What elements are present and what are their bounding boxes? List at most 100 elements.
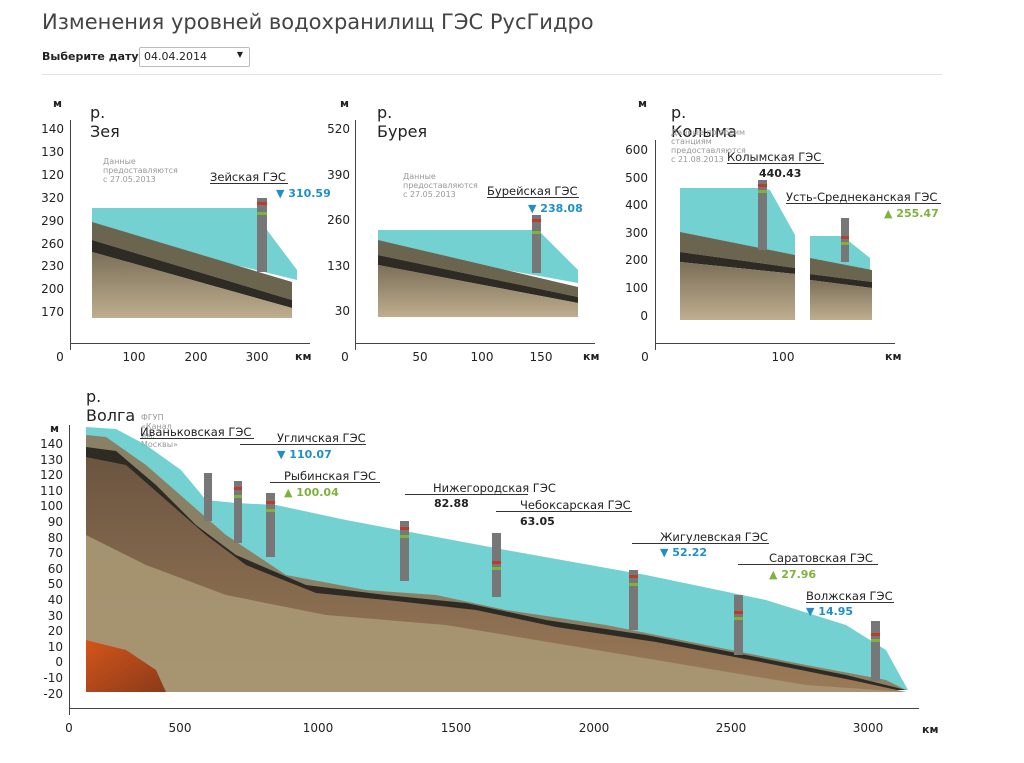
- station-name: Нижегородская ГЭС: [433, 481, 556, 495]
- panel-title: р. Зея: [90, 103, 120, 141]
- station-underline: [487, 197, 579, 198]
- station-name: Рыбинская ГЭС: [284, 469, 377, 483]
- y-tick-label: -20: [43, 686, 63, 701]
- trend-down-icon: ▼: [276, 187, 289, 200]
- data-note: Данные предоставляются с 27.05.2013: [103, 157, 178, 184]
- x-tick-label: 0: [56, 350, 64, 364]
- y-axis: [69, 425, 70, 715]
- panel-title: р. Волга: [86, 387, 136, 425]
- date-label: Выберите дату: [42, 50, 139, 63]
- date-select[interactable]: 04.04.2014 ▼: [139, 47, 250, 67]
- y-tick-label: 20: [47, 624, 63, 639]
- data-note: ФГУП «Канал им. Москвы»: [141, 413, 178, 449]
- trend-down-icon: ▼: [660, 546, 673, 559]
- header-divider: [42, 74, 942, 75]
- station-underline: [806, 602, 894, 603]
- x-tick-label: 0: [65, 721, 73, 735]
- station-level: ▲ 27.96: [769, 568, 817, 581]
- x-axis: [69, 708, 919, 709]
- station-name: Жигулевская ГЭС: [660, 530, 768, 544]
- y-tick-label: 320: [41, 190, 64, 205]
- y-tick-label: 200: [41, 282, 64, 297]
- trend-up-icon: ▲: [769, 568, 782, 581]
- x-unit: км: [295, 350, 312, 363]
- y-axis: [655, 140, 656, 350]
- station-level: 63.05: [520, 515, 555, 528]
- kolyma-illustration: [680, 180, 872, 320]
- y-tick-label: 30: [334, 304, 350, 318]
- station-level: ▼ 52.22: [660, 546, 708, 559]
- x-tick-label: 200: [184, 350, 208, 364]
- x-tick-label: 100: [122, 350, 146, 364]
- x-unit: км: [922, 723, 939, 736]
- x-unit: км: [583, 350, 600, 363]
- x-axis: [70, 343, 310, 344]
- station-underline: [240, 444, 366, 445]
- station-level: ▼ 14.95: [806, 605, 854, 618]
- chevron-down-icon: ▼: [236, 50, 243, 59]
- station-level: ▼ 238.08: [528, 202, 583, 215]
- station-underline: [738, 564, 878, 565]
- x-unit: км: [885, 350, 902, 363]
- y-tick-label: 100: [40, 499, 63, 514]
- x-tick-label: 1000: [302, 721, 334, 735]
- y-unit: м: [50, 422, 59, 435]
- x-axis: [655, 343, 895, 344]
- station-name: Бурейская ГЭС: [487, 184, 578, 198]
- y-tick-label: 260: [327, 213, 350, 227]
- station-level: ▼ 110.07: [277, 448, 332, 461]
- station-level: 440.43: [759, 167, 802, 180]
- station-name: Усть-Среднеканская ГЭС: [786, 190, 938, 204]
- x-tick-label: 300: [245, 350, 269, 364]
- y-tick-label: 520: [327, 122, 350, 136]
- y-tick-label: 600: [625, 143, 648, 157]
- y-tick-label: 40: [47, 593, 63, 607]
- panel-title: р. Бурея: [377, 103, 428, 141]
- station-level: 82.88: [434, 497, 469, 510]
- y-tick-label: 200: [625, 253, 648, 268]
- zeya-illustration: [92, 198, 297, 318]
- y-tick-label: -10: [43, 671, 63, 685]
- station-level: ▲ 100.04: [284, 486, 339, 499]
- station-underline: [632, 543, 769, 544]
- y-unit: м: [638, 97, 647, 110]
- station-underline: [496, 511, 632, 512]
- y-tick-label: 10: [47, 639, 63, 654]
- y-tick-label: 300: [625, 225, 648, 240]
- x-tick-label: 0: [341, 350, 349, 364]
- y-tick-label: 50: [47, 577, 63, 592]
- y-axis: [70, 120, 71, 350]
- y-tick-label: 70: [47, 546, 63, 561]
- x-tick-label: 3000: [852, 721, 884, 735]
- y-tick-label: 0: [640, 308, 648, 323]
- y-tick-label: 140: [41, 122, 64, 136]
- y-tick-label: 500: [625, 170, 648, 185]
- y-tick-label: 390: [327, 167, 350, 182]
- y-tick-label: 120: [41, 167, 64, 182]
- x-tick-label: 100: [470, 350, 494, 364]
- y-tick-label: 140: [40, 437, 63, 451]
- y-tick-label: 130: [327, 258, 350, 273]
- y-unit: м: [53, 97, 62, 110]
- date-value: 04.04.2014: [144, 50, 207, 63]
- volga-illustration: [86, 427, 908, 692]
- y-unit: м: [340, 97, 349, 110]
- x-tick-label: 0: [641, 350, 649, 364]
- data-note: Данные предоставляются с 27.05.2013: [403, 172, 478, 199]
- y-tick-label: 100: [625, 281, 648, 295]
- station-name: Чебоксарская ГЭС: [520, 498, 631, 512]
- station-name: Колымская ГЭС: [727, 150, 822, 164]
- trend-down-icon: ▼: [528, 202, 541, 215]
- panel-title: р. Колыма: [671, 103, 737, 141]
- y-tick-label: 0: [55, 655, 63, 670]
- station-underline: [786, 203, 941, 204]
- station-name: Угличская ГЭС: [277, 431, 366, 445]
- y-tick-label: 130: [40, 452, 63, 467]
- x-tick-label: 100: [771, 350, 795, 364]
- trend-up-icon: ▲: [284, 486, 297, 499]
- y-tick-label: 60: [47, 561, 63, 576]
- bureya-illustration: [378, 215, 578, 317]
- trend-down-icon: ▼: [806, 605, 819, 618]
- station-name: Саратовская ГЭС: [769, 551, 873, 565]
- station-level: ▼ 310.59: [276, 187, 331, 200]
